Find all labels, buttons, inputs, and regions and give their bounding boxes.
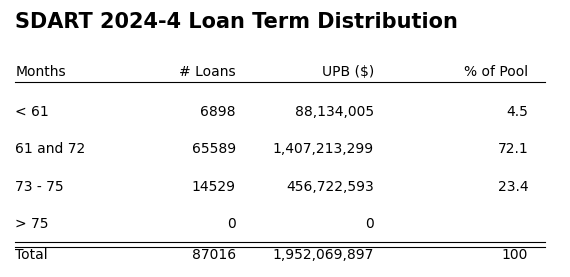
- Text: # Loans: # Loans: [179, 65, 236, 79]
- Text: 100: 100: [502, 248, 528, 262]
- Text: 72.1: 72.1: [498, 142, 528, 156]
- Text: UPB ($): UPB ($): [321, 65, 374, 79]
- Text: 0: 0: [365, 217, 374, 232]
- Text: 6898: 6898: [201, 105, 236, 119]
- Text: 1,952,069,897: 1,952,069,897: [272, 248, 374, 262]
- Text: 87016: 87016: [192, 248, 236, 262]
- Text: 456,722,593: 456,722,593: [286, 180, 374, 194]
- Text: 65589: 65589: [192, 142, 236, 156]
- Text: > 75: > 75: [15, 217, 48, 232]
- Text: 4.5: 4.5: [506, 105, 528, 119]
- Text: Months: Months: [15, 65, 66, 79]
- Text: 14529: 14529: [192, 180, 236, 194]
- Text: 0: 0: [227, 217, 236, 232]
- Text: Total: Total: [15, 248, 48, 262]
- Text: 73 - 75: 73 - 75: [15, 180, 64, 194]
- Text: 88,134,005: 88,134,005: [295, 105, 374, 119]
- Text: 1,407,213,299: 1,407,213,299: [272, 142, 374, 156]
- Text: 61 and 72: 61 and 72: [15, 142, 86, 156]
- Text: SDART 2024-4 Loan Term Distribution: SDART 2024-4 Loan Term Distribution: [15, 12, 458, 32]
- Text: < 61: < 61: [15, 105, 49, 119]
- Text: % of Pool: % of Pool: [464, 65, 528, 79]
- Text: 23.4: 23.4: [498, 180, 528, 194]
